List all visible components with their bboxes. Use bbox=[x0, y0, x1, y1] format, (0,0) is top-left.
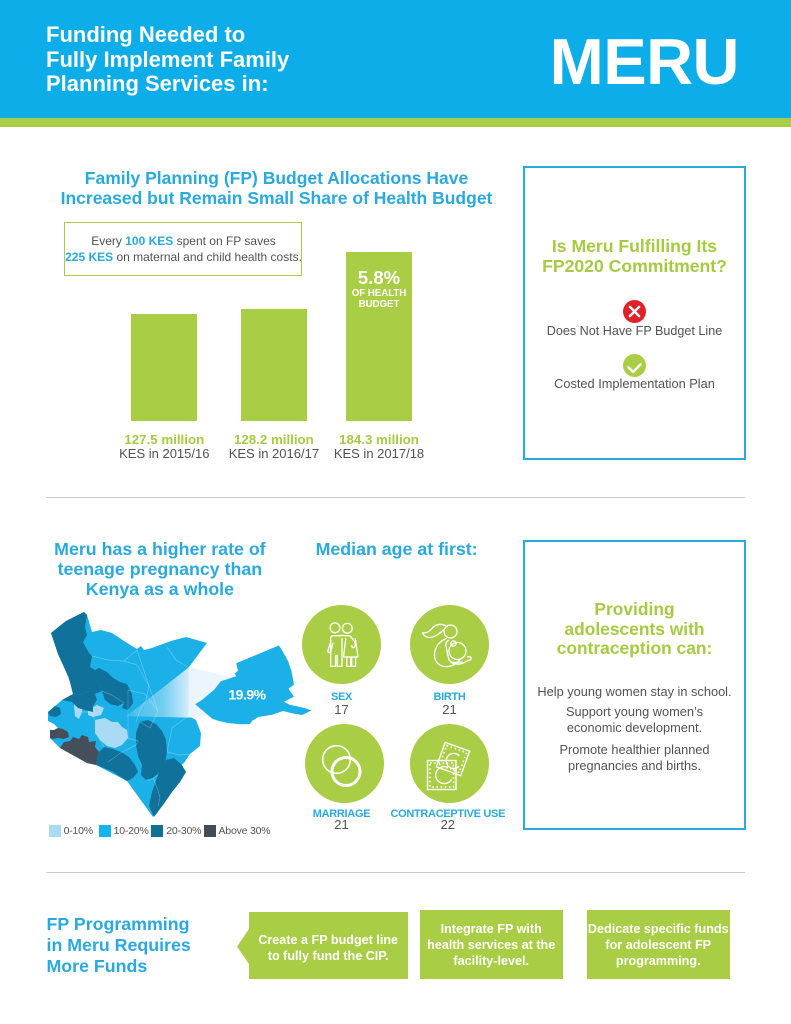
svg-text:19.9%: 19.9% bbox=[228, 687, 266, 703]
